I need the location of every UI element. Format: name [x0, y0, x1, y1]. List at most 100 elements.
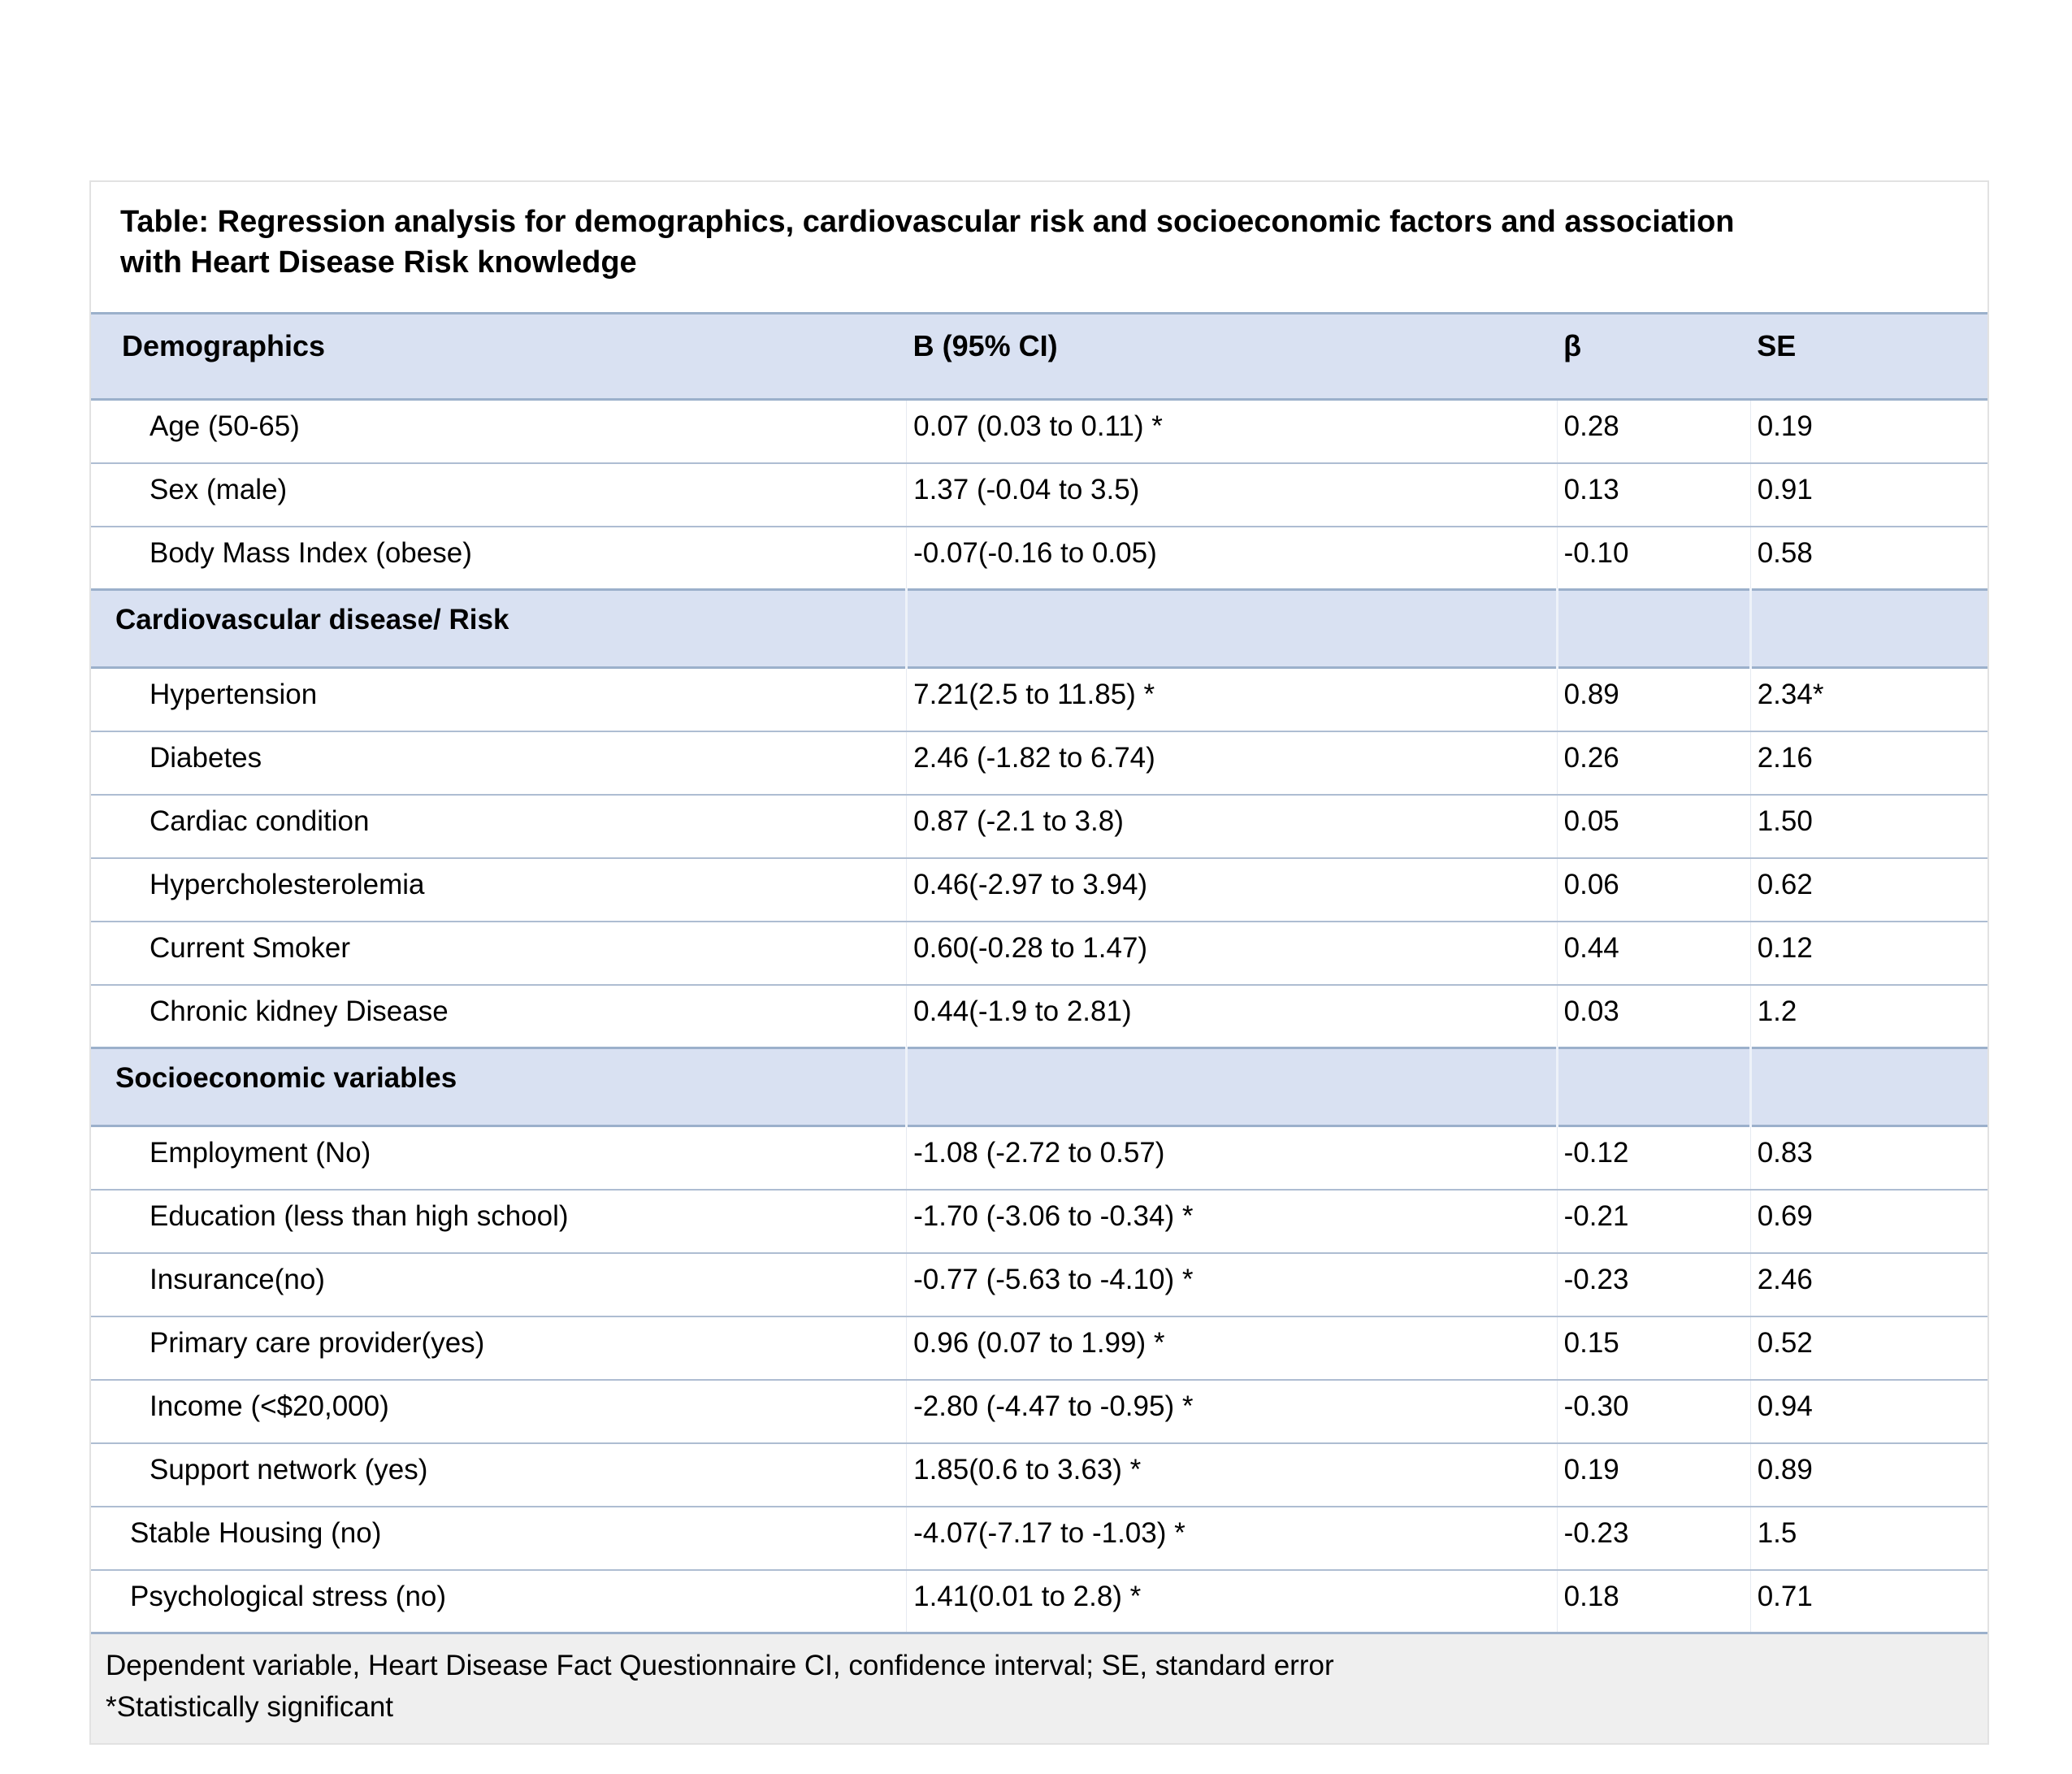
section-row-socioeconomic: Socioeconomic variables — [91, 1047, 1987, 1126]
b-ci-value: 0.87 (-2.1 to 3.8) — [906, 794, 1558, 858]
se-value: 1.5 — [1749, 1506, 1987, 1570]
table-row: Current Smoker 0.60(-0.28 to 1.47) 0.44 … — [91, 921, 1987, 985]
beta-value: -0.21 — [1556, 1189, 1751, 1253]
b-ci-value: 0.96 (0.07 to 1.99) * — [906, 1316, 1558, 1380]
row-label: Insurance(no) — [150, 1263, 325, 1295]
beta-value: 0.05 — [1556, 794, 1751, 858]
beta-value: 0.15 — [1556, 1316, 1751, 1380]
row-label: Psychological stress (no) — [130, 1580, 447, 1612]
table-row: Employment (No) -1.08 (-2.72 to 0.57) -0… — [91, 1126, 1987, 1190]
table-row: Age (50-65) 0.07 (0.03 to 0.11) * 0.28 0… — [91, 399, 1987, 463]
footnote-row: Dependent variable, Heart Disease Fact Q… — [91, 1633, 1987, 1743]
se-value: 0.71 — [1749, 1569, 1987, 1633]
b-ci-value: -1.08 (-2.72 to 0.57) — [906, 1126, 1558, 1190]
table-row: Body Mass Index (obese) -0.07(-0.16 to 0… — [91, 526, 1987, 590]
se-value: 2.34* — [1749, 667, 1987, 731]
beta-value: 0.26 — [1556, 731, 1751, 795]
table-row: Insurance(no) -0.77 (-5.63 to -4.10) * -… — [91, 1252, 1987, 1316]
table-row: Stable Housing (no) -4.07(-7.17 to -1.03… — [91, 1506, 1987, 1570]
row-label: Age (50-65) — [150, 410, 300, 443]
b-ci-value: 0.60(-0.28 to 1.47) — [906, 921, 1558, 985]
row-label: Sex (male) — [150, 473, 288, 505]
beta-value: -0.23 — [1556, 1506, 1751, 1570]
beta-value: 0.28 — [1556, 399, 1751, 463]
b-ci-value: 7.21(2.5 to 11.85) * — [906, 667, 1558, 731]
row-label: Employment (No) — [150, 1137, 371, 1169]
table-row: Psychological stress (no) 1.41(0.01 to 2… — [91, 1569, 1987, 1633]
row-label: Current Smoker — [150, 931, 351, 964]
table-row: Cardiac condition 0.87 (-2.1 to 3.8) 0.0… — [91, 794, 1987, 858]
se-value: 2.46 — [1749, 1252, 1987, 1316]
row-label: Chronic kidney Disease — [150, 995, 449, 1027]
se-value: 0.69 — [1749, 1189, 1987, 1253]
table-title-block: Table: Regression analysis for demograph… — [91, 182, 1987, 312]
b-ci-value: -1.70 (-3.06 to -0.34) * — [906, 1189, 1558, 1253]
beta-value: -0.23 — [1556, 1252, 1751, 1316]
beta-value: -0.12 — [1556, 1126, 1751, 1190]
row-label: Education (less than high school) — [150, 1199, 569, 1232]
column-header-beta: β — [1563, 329, 1582, 363]
column-header-se: SE — [1757, 329, 1797, 363]
table-row: Primary care provider(yes) 0.96 (0.07 to… — [91, 1316, 1987, 1380]
beta-value: 0.03 — [1556, 984, 1751, 1048]
b-ci-value: 1.85(0.6 to 3.63) * — [906, 1442, 1558, 1507]
table-row: Sex (male) 1.37 (-0.04 to 3.5) 0.13 0.91 — [91, 462, 1987, 527]
row-label: Primary care provider(yes) — [150, 1326, 485, 1359]
footnote-abbreviations: Dependent variable, Heart Disease Fact Q… — [106, 1650, 1334, 1682]
se-value: 0.58 — [1749, 526, 1987, 590]
regression-data-table: Demographics B (95% CI) β SE Age (50-65)… — [91, 312, 1987, 1743]
row-label: Stable Housing (no) — [130, 1516, 382, 1549]
row-label: Support network (yes) — [150, 1453, 428, 1486]
section-label: Socioeconomic variables — [115, 1062, 457, 1095]
beta-value: 0.44 — [1556, 921, 1751, 985]
column-header-b-ci: B (95% CI) — [912, 329, 1058, 363]
b-ci-value: 1.37 (-0.04 to 3.5) — [906, 462, 1558, 527]
beta-value: 0.18 — [1556, 1569, 1751, 1633]
row-label: Income (<$20,000) — [150, 1390, 389, 1422]
b-ci-value: -0.07(-0.16 to 0.05) — [906, 526, 1558, 590]
b-ci-value: 0.46(-2.97 to 3.94) — [906, 857, 1558, 922]
se-value: 0.83 — [1749, 1126, 1987, 1190]
section-label: Cardiovascular disease/ Risk — [115, 604, 509, 636]
beta-value: 0.19 — [1556, 1442, 1751, 1507]
se-value: 1.2 — [1749, 984, 1987, 1048]
table-row: Hypercholesterolemia 0.46(-2.97 to 3.94)… — [91, 857, 1987, 922]
se-value: 0.52 — [1749, 1316, 1987, 1380]
regression-table: Table: Regression analysis for demograph… — [89, 180, 1989, 1745]
se-value: 2.16 — [1749, 731, 1987, 795]
table-row: Hypertension 7.21(2.5 to 11.85) * 0.89 2… — [91, 667, 1987, 731]
b-ci-value: -4.07(-7.17 to -1.03) * — [906, 1506, 1558, 1570]
beta-value: 0.06 — [1556, 857, 1751, 922]
se-value: 0.94 — [1749, 1379, 1987, 1443]
b-ci-value: 0.07 (0.03 to 0.11) * — [906, 399, 1558, 463]
beta-value: -0.30 — [1556, 1379, 1751, 1443]
table-row: Chronic kidney Disease 0.44(-1.9 to 2.81… — [91, 984, 1987, 1048]
row-label: Hypertension — [150, 679, 318, 711]
se-value: 0.89 — [1749, 1442, 1987, 1507]
se-value: 0.91 — [1749, 462, 1987, 527]
se-value: 0.62 — [1749, 857, 1987, 922]
table-row: Diabetes 2.46 (-1.82 to 6.74) 0.26 2.16 — [91, 731, 1987, 795]
b-ci-value: 0.44(-1.9 to 2.81) — [906, 984, 1558, 1048]
se-value: 1.50 — [1749, 794, 1987, 858]
b-ci-value: 2.46 (-1.82 to 6.74) — [906, 731, 1558, 795]
beta-value: -0.10 — [1556, 526, 1751, 590]
footnote-significance: *Statistically significant — [106, 1691, 394, 1724]
beta-value: 0.89 — [1556, 667, 1751, 731]
table-title: Table: Regression analysis for demograph… — [120, 205, 1735, 280]
section-row-cardiovascular: Cardiovascular disease/ Risk — [91, 589, 1987, 668]
table-row: Support network (yes) 1.85(0.6 to 3.63) … — [91, 1442, 1987, 1507]
table-row: Education (less than high school) -1.70 … — [91, 1189, 1987, 1253]
se-value: 0.19 — [1749, 399, 1987, 463]
header-row: Demographics B (95% CI) β SE — [91, 313, 1987, 400]
beta-value: 0.13 — [1556, 462, 1751, 527]
b-ci-value: -2.80 (-4.47 to -0.95) * — [906, 1379, 1558, 1443]
row-label: Cardiac condition — [150, 805, 370, 837]
row-label: Hypercholesterolemia — [150, 868, 425, 900]
column-header-demographics: Demographics — [122, 329, 326, 363]
row-label: Body Mass Index (obese) — [150, 536, 472, 569]
table-row: Income (<$20,000) -2.80 (-4.47 to -0.95)… — [91, 1379, 1987, 1443]
se-value: 0.12 — [1749, 921, 1987, 985]
row-label: Diabetes — [150, 741, 262, 774]
